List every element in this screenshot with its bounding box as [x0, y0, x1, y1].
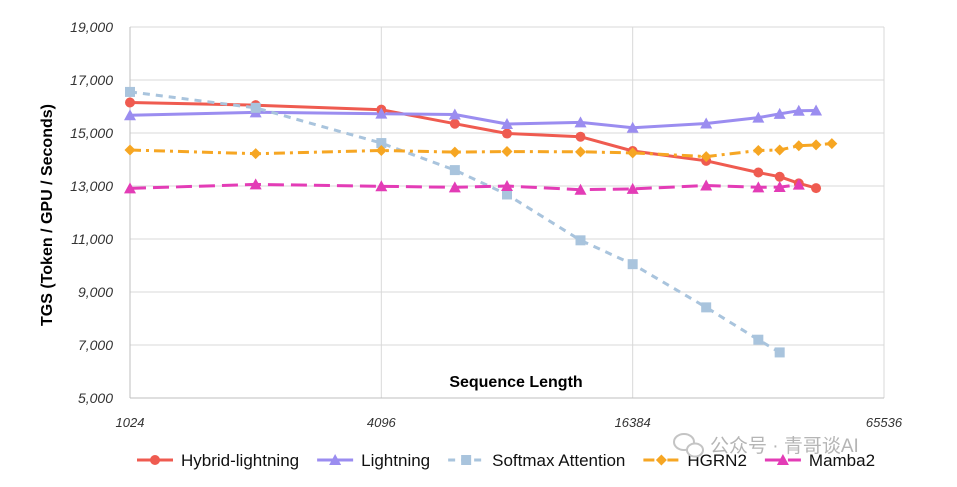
data-point-hybrid-lightning — [811, 183, 822, 194]
data-point-mamba2 — [700, 179, 713, 191]
data-point-hgrn2 — [449, 146, 461, 158]
legend-label: Lightning — [361, 451, 430, 470]
y-axis-title: TGS (Token / GPU / Seconds) — [39, 104, 56, 326]
y-tick-label: 11,000 — [71, 231, 113, 247]
wechat-icon — [673, 433, 704, 458]
legend-marker — [461, 455, 472, 465]
x-tick-label: 1024 — [116, 415, 145, 430]
data-point-mamba2 — [792, 178, 805, 190]
x-axis-title: Sequence Length — [449, 374, 582, 391]
legend-label: Mamba2 — [809, 451, 875, 470]
data-point-hybrid-lightning — [449, 118, 460, 129]
data-point-hgrn2 — [250, 148, 262, 160]
data-point-lightning — [375, 107, 388, 119]
data-point-hybrid-lightning — [753, 167, 764, 178]
legend-item-hybrid-lightning: Hybrid-lightning — [137, 451, 299, 470]
legend-item-hgrn2: HGRN2 — [643, 451, 747, 470]
data-point-mamba2 — [375, 180, 388, 192]
data-point-lightning — [773, 107, 786, 119]
data-point-mamba2 — [574, 183, 587, 195]
data-point-softmax-attention — [753, 334, 764, 345]
legend-item-softmax-attention: Softmax Attention — [448, 451, 625, 470]
data-point-hgrn2 — [700, 151, 712, 163]
legend-marker — [776, 454, 789, 465]
data-point-hgrn2 — [124, 144, 136, 156]
data-point-hgrn2 — [575, 146, 587, 158]
legend-label: Hybrid-lightning — [181, 451, 299, 470]
data-point-lightning — [752, 111, 765, 123]
y-axis-ticks: 5,000 7,000 9,000 11,000 13,000 15,000 17,000 1… — [70, 19, 113, 406]
data-point-softmax-attention — [449, 165, 460, 176]
data-point-softmax-attention — [627, 259, 638, 270]
data-point-mamba2 — [752, 181, 765, 193]
series-line-hgrn2 — [129, 142, 832, 159]
data-point-hgrn2 — [810, 139, 822, 151]
data-point-hgrn2 — [774, 144, 786, 156]
data-point-lightning — [810, 104, 823, 116]
data-point-hybrid-lightning — [502, 128, 512, 139]
data-point-lightning — [700, 117, 713, 129]
legend-label: Softmax Attention — [492, 451, 625, 470]
data-point-mamba2 — [124, 182, 136, 194]
data-point-softmax-attention — [376, 138, 387, 149]
legend-marker — [150, 455, 160, 465]
axes — [129, 27, 884, 399]
series-line-mamba2 — [129, 182, 799, 192]
data-point-lightning — [448, 108, 461, 120]
legend-marker — [655, 454, 667, 466]
y-tick-label: 7,000 — [78, 337, 113, 353]
legend-marker — [329, 454, 342, 465]
data-point-hgrn2 — [752, 144, 764, 156]
legend-item-mamba2: Mamba2 — [764, 451, 875, 470]
data-point-lightning — [574, 116, 587, 128]
data-point-hgrn2 — [793, 140, 805, 152]
data-point-hgrn2 — [375, 144, 387, 156]
data-point-hgrn2 — [627, 147, 639, 159]
series-line-hybrid-lightning — [129, 101, 817, 190]
gridlines — [130, 26, 885, 398]
watermark-text: 公众号 · 青哥谈AI — [710, 435, 859, 457]
data-point-lightning — [501, 117, 513, 129]
y-tick-label: 5,000 — [78, 390, 113, 406]
data-point-hybrid-lightning — [125, 97, 135, 108]
series-markers — [124, 86, 838, 358]
data-point-lightning — [124, 109, 136, 121]
legend: Hybrid-lightning Lightning Softmax Attenti… — [137, 451, 875, 470]
series-lines — [129, 90, 832, 354]
data-point-lightning — [792, 104, 805, 116]
y-tick-label: 17,000 — [70, 72, 113, 88]
data-point-mamba2 — [448, 181, 461, 193]
x-tick-label: 4096 — [367, 415, 397, 430]
data-point-mamba2 — [501, 180, 513, 191]
data-point-hybrid-lightning — [774, 171, 785, 182]
data-point-mamba2 — [773, 181, 786, 193]
y-tick-label: 9,000 — [78, 284, 113, 300]
x-tick-label: 65536 — [866, 415, 903, 430]
data-point-softmax-attention — [502, 189, 512, 200]
x-axis-ticks: 1024 4096 16384 65536 — [116, 415, 903, 430]
data-point-softmax-attention — [250, 102, 261, 113]
data-point-softmax-attention — [701, 302, 712, 313]
legend-label: HGRN2 — [687, 451, 747, 470]
y-tick-label: 19,000 — [70, 19, 113, 35]
data-point-mamba2 — [249, 178, 262, 190]
data-point-hgrn2 — [826, 138, 838, 150]
data-point-hgrn2 — [501, 146, 513, 158]
watermark: 公众号 · 青哥谈AI — [673, 433, 859, 458]
y-tick-label: 13,000 — [70, 178, 113, 194]
series-line-lightning — [129, 109, 817, 130]
data-point-softmax-attention — [125, 86, 135, 97]
y-tick-label: 15,000 — [70, 125, 113, 141]
data-point-hybrid-lightning — [575, 131, 586, 142]
data-point-lightning — [626, 121, 639, 133]
series-line-softmax-attention — [129, 90, 781, 354]
legend-item-lightning: Lightning — [317, 451, 430, 470]
data-point-softmax-attention — [774, 347, 785, 358]
data-point-softmax-attention — [575, 235, 586, 246]
data-point-mamba2 — [626, 182, 639, 194]
x-tick-label: 16384 — [615, 415, 651, 430]
